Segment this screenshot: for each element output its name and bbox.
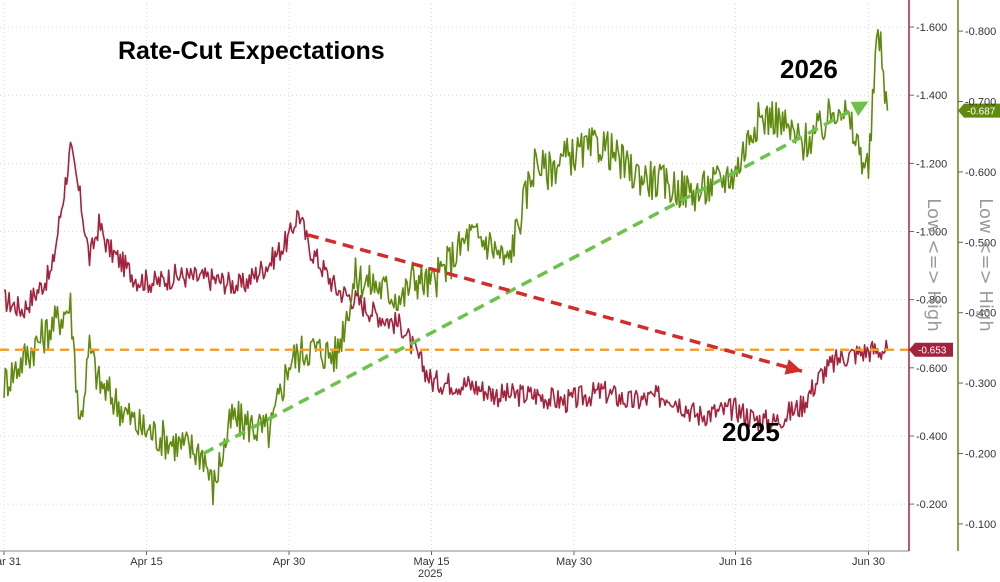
- right-tick-label: -0.100: [965, 519, 996, 531]
- series-layer: [3, 28, 889, 506]
- series-line-2026: [3, 28, 889, 506]
- right-axis-label: Low <=> High: [975, 198, 996, 332]
- left-tick-label: -1.600: [916, 22, 947, 34]
- left-tick-label: -1.400: [916, 90, 947, 102]
- overlay-layer: -0.653 -0.687: [0, 99, 1000, 456]
- left-tick-label: -0.400: [916, 431, 947, 443]
- left-tick-label: -0.800: [916, 295, 947, 307]
- axes: Mar 31 Apr 15 Apr 30 May 15 May 30 Jun 16 Jun …: [0, 0, 996, 568]
- x-tick-label: May 15: [413, 556, 449, 568]
- left-tick-label: -1.200: [916, 158, 947, 170]
- last-value-label-2025: -0.653: [918, 346, 947, 357]
- x-year-label: 2025: [418, 568, 442, 580]
- left-tick-label: -1.000: [916, 226, 947, 238]
- trend-arrow-head: [850, 101, 869, 117]
- x-tick-label: May 30: [556, 556, 592, 568]
- annotation-2026: 2026: [780, 54, 838, 84]
- left-tick-label: -0.200: [916, 499, 947, 511]
- x-tick-label: Jun 30: [852, 556, 885, 568]
- x-tick-label: Mar 31: [0, 556, 21, 568]
- right-tick-label: -0.500: [965, 237, 996, 249]
- series-line-2025: [3, 141, 889, 433]
- last-value-flag-2025: [909, 342, 953, 357]
- right-tick-label: -0.400: [965, 308, 996, 320]
- x-tick-label: Apr 15: [130, 556, 162, 568]
- chart-title: Rate-Cut Expectations: [118, 37, 385, 65]
- right-tick-label: -0.200: [965, 448, 996, 460]
- right-tick-label: -0.300: [965, 378, 996, 390]
- right-tick-label: -0.700: [965, 97, 996, 109]
- right-tick-label: -0.800: [965, 26, 996, 38]
- trend-arrow-line: [307, 233, 803, 373]
- right-tick-label: -0.600: [965, 167, 996, 179]
- trend-arrow-head: [784, 359, 802, 375]
- last-value-label-2026: -0.687: [967, 107, 996, 118]
- left-tick-label: -0.600: [916, 363, 947, 375]
- left-axis-label: Low <=> High: [923, 198, 944, 332]
- annotation-2025: 2025: [722, 417, 780, 447]
- x-tick-label: Jun 16: [719, 556, 752, 568]
- x-tick-label: Apr 30: [273, 556, 305, 568]
- last-value-flag-2026: [958, 103, 1000, 118]
